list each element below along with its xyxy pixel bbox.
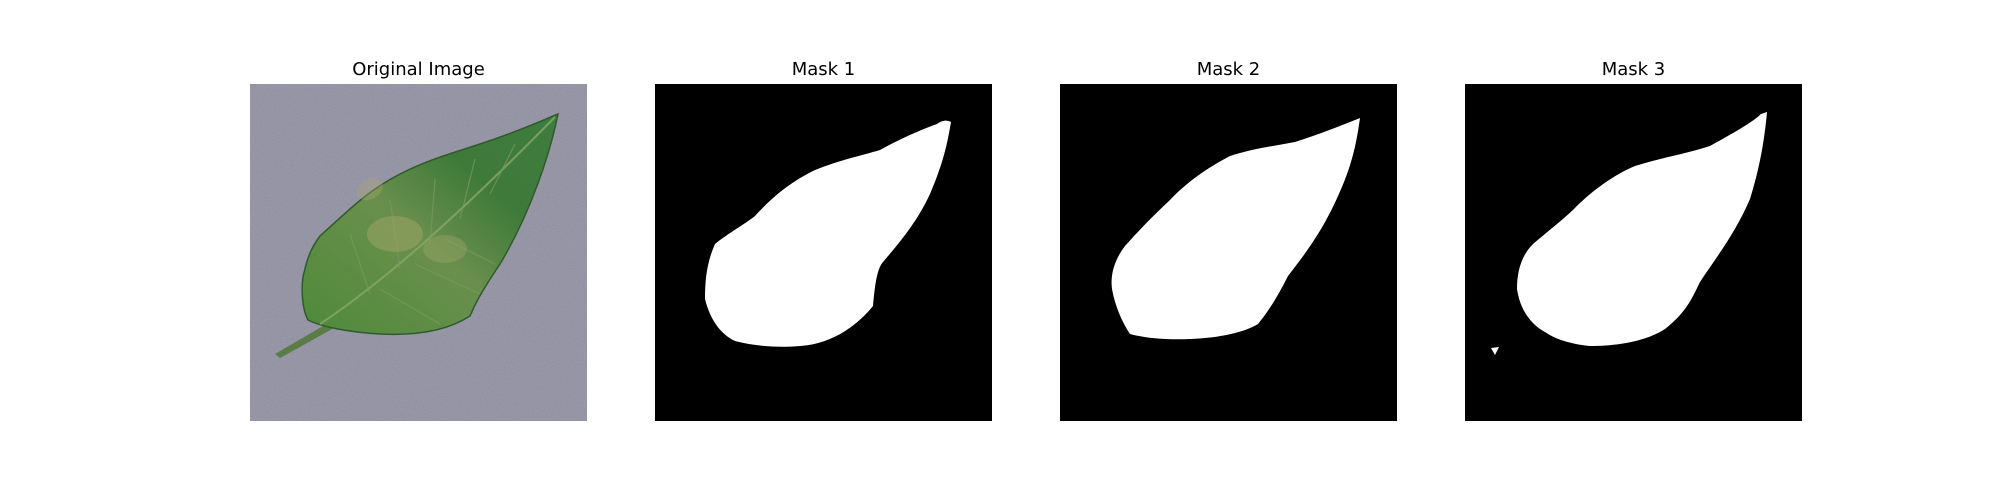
panel-title-mask-1: Mask 1 [791, 59, 856, 80]
mask-1-leaf [705, 120, 951, 347]
panel-title-mask-3: Mask 3 [1601, 59, 1666, 80]
original-image-panel [250, 84, 587, 421]
mask-2-panel [1060, 84, 1397, 421]
mask-2-image [1060, 84, 1397, 421]
leaf-stem [275, 322, 336, 358]
original-leaf-image [250, 84, 587, 421]
mask-3-leaf [1517, 112, 1767, 346]
mask-1-image [655, 84, 992, 421]
leaf-body [301, 112, 560, 336]
mask-2-leaf [1111, 118, 1360, 340]
mask-3-image [1465, 84, 1802, 421]
panel-title-original: Original Image [352, 59, 485, 80]
mask-1-panel [655, 84, 992, 421]
mask-3-panel [1465, 84, 1802, 421]
panel-title-mask-2: Mask 2 [1196, 59, 1261, 80]
